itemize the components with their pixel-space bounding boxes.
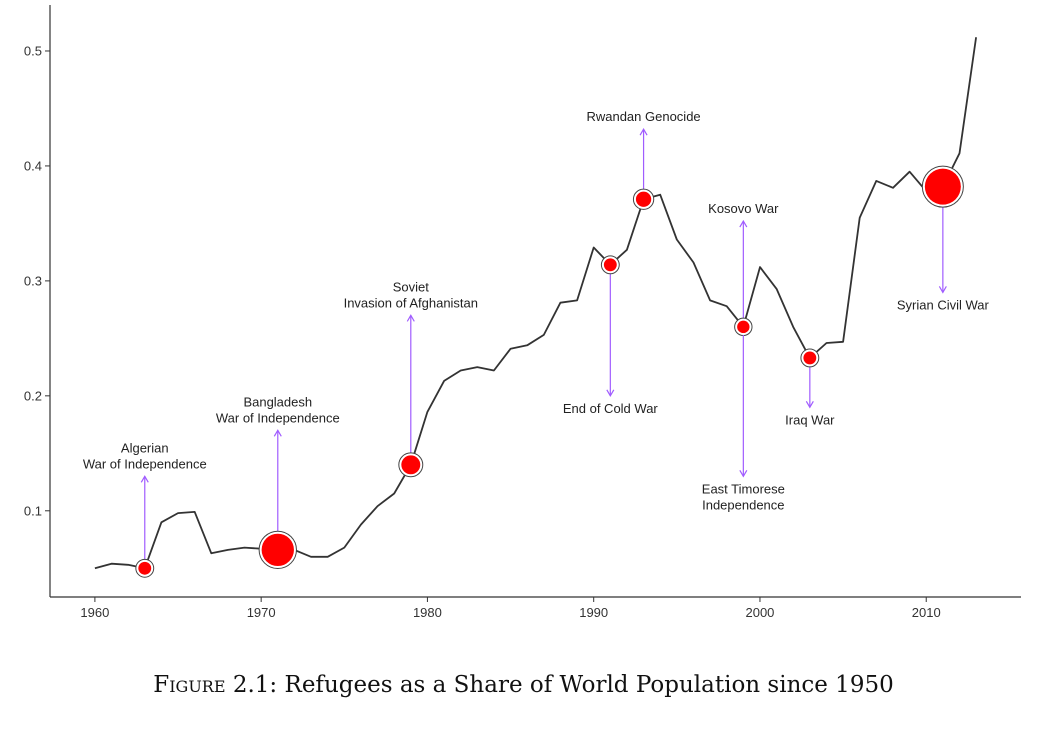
caption-number: 2.1: <box>225 672 278 698</box>
annotation-label: Independence <box>702 497 784 512</box>
annotation-label: War of Independence <box>216 410 340 425</box>
y-tick-label: 0.5 <box>24 43 42 58</box>
event-marker <box>603 258 617 272</box>
x-tick-label: 1980 <box>413 605 442 620</box>
event-marker <box>803 351 817 365</box>
annotation-label: Iraq War <box>785 412 835 427</box>
annotation-arrow-head <box>739 469 748 478</box>
y-tick-label: 0.3 <box>24 273 42 288</box>
annotation-arrow-head <box>639 127 648 136</box>
x-tick-label: 1960 <box>80 605 109 620</box>
event-marker <box>737 320 750 334</box>
y-tick-label: 0.4 <box>24 158 42 173</box>
event-marker <box>138 561 152 575</box>
annotation-arrow-head <box>140 475 149 483</box>
y-tick-label: 0.2 <box>24 388 42 403</box>
annotation-label: Kosovo War <box>708 201 779 216</box>
x-tick-label: 2010 <box>912 605 941 620</box>
annotation-arrow-head <box>739 219 748 228</box>
y-tick-label: 0.1 <box>24 503 42 518</box>
annotation-label: Syrian Civil War <box>897 297 990 312</box>
annotation-arrow-head <box>273 429 282 437</box>
event-marker <box>401 455 421 475</box>
caption-label: Figure <box>153 672 226 698</box>
event-marker <box>261 533 294 567</box>
annotation-arrow-head <box>606 389 615 398</box>
annotation-label: End of Cold War <box>563 401 659 416</box>
caption-text: Refugees as a Share of World Population … <box>277 672 894 698</box>
annotation-label: Algerian <box>121 440 169 455</box>
annotation-arrow-head <box>406 314 415 322</box>
x-tick-label: 1990 <box>579 605 608 620</box>
series-line <box>94 37 977 570</box>
annotation-arrow-head <box>805 401 814 409</box>
refugee-share-chart: 1960 1970 1980 1990 2000 20100.10.20.30.40.5 … <box>24 5 1021 620</box>
annotation-label: Soviet <box>393 279 430 294</box>
x-tick-label: 2000 <box>745 605 774 620</box>
axes <box>49 5 1021 598</box>
annotation-arrow-head <box>938 286 947 294</box>
series-lines <box>94 37 977 570</box>
x-tick-label: 1970 <box>247 605 276 620</box>
event-marker <box>924 168 961 205</box>
annotation-label: Rwandan Genocide <box>586 109 700 124</box>
annotation-label: East Timorese <box>702 481 785 496</box>
axis-ticks: 1960 1970 1980 1990 2000 2010 0.1 0.2 0.3 0.4 0.5 <box>24 43 941 620</box>
annotation-label: Invasion of Afghanistan <box>344 295 478 310</box>
figure-caption: Figure 2.1: Refugees as a Share of World… <box>0 672 1047 698</box>
annotation-label: War of Independence <box>83 456 207 471</box>
event-marker <box>635 191 652 207</box>
annotation-label: Bangladesh <box>243 394 312 409</box>
